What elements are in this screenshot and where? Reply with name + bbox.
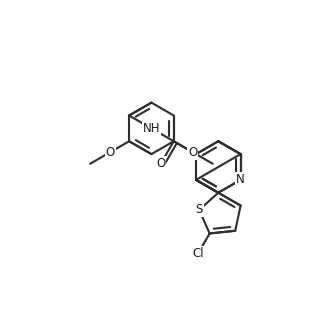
- Text: NH: NH: [143, 122, 160, 135]
- Text: O: O: [188, 146, 197, 159]
- Text: S: S: [196, 203, 203, 216]
- Text: Cl: Cl: [192, 247, 204, 260]
- Text: O: O: [156, 157, 166, 170]
- Text: O: O: [106, 146, 115, 159]
- Text: N: N: [236, 173, 245, 186]
